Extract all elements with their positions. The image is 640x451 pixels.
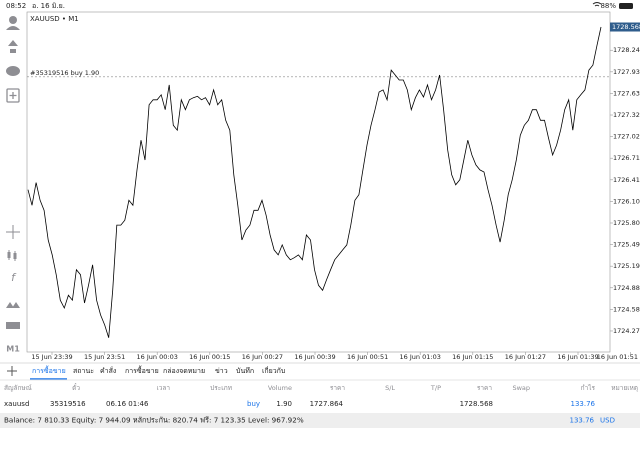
tab[interactable]: คำสั่ง [100, 366, 116, 375]
table-cell: 1727.864 [310, 400, 344, 408]
x-tick-label: 16 Jun 00:51 [347, 353, 388, 361]
tab[interactable]: การซื้อขาย [125, 364, 159, 375]
y-tick-label: 1726.715 [613, 154, 640, 162]
tab[interactable]: เกี่ยวกับ [262, 366, 285, 375]
y-tick-label: 1727.325 [613, 111, 640, 119]
add-button[interactable] [7, 366, 17, 376]
y-tick-label: 1725.495 [613, 241, 640, 249]
table-cell: 35319516 [50, 400, 86, 408]
y-tick-label: 1724.275 [613, 327, 640, 335]
y-tick-label: 1726.105 [613, 197, 640, 205]
y-tick-label: 1726.410 [613, 176, 640, 184]
column-header: ประเภท [210, 384, 232, 392]
x-tick-label: 16 Jun 00:27 [242, 353, 283, 361]
column-header: ตั๋ว [72, 383, 80, 392]
account-icon-body [6, 26, 20, 30]
price-line [27, 26, 602, 338]
table-cell: 06.16 01:46 [106, 400, 149, 408]
x-tick-label: 16 Jun 01:03 [400, 353, 441, 361]
column-header: สัญลักษณ์ [4, 384, 32, 392]
toolbar: f M1 [6, 16, 20, 354]
y-tick-label: 1727.020 [613, 133, 640, 141]
current-price-label: 1728.568 [612, 23, 640, 31]
y-tick-label: 1728.240 [613, 46, 640, 54]
x-tick-label: 15 Jun 23:39 [31, 353, 72, 361]
candle-body [13, 253, 17, 259]
tab[interactable]: สถานะ [73, 367, 94, 375]
table-cell: 1.90 [276, 400, 292, 408]
balance-text: Balance: 7 810.33 Equity: 7 944.09 หลักป… [4, 416, 304, 425]
status-time: 08:52 [6, 2, 26, 10]
x-tick-label: 16 Jun 00:39 [294, 353, 335, 361]
candle-body [7, 252, 11, 258]
table-cell: buy [247, 400, 260, 408]
tab-bar: การซื้อขาย สถานะ คำสั่ง การซื้อขาย กล่องจดหม… [30, 364, 285, 380]
tab[interactable]: กล่องจดหมาย [163, 367, 205, 375]
chart-frame [26, 11, 611, 353]
trade-icon[interactable] [8, 40, 18, 53]
column-header: กำไร [581, 384, 596, 392]
chat-icon[interactable] [6, 66, 20, 76]
status-date: อ. 16 มิ.ย. [32, 2, 65, 10]
order-label: #35319516 buy 1.90 [30, 69, 99, 77]
y-tick-label: 1725.190 [613, 262, 640, 270]
chart-title: XAUUSD • M1 [30, 15, 79, 23]
objects-icon[interactable] [6, 302, 20, 308]
new-chart-plus [9, 92, 17, 99]
column-header: หมายเหตุ [611, 384, 638, 392]
current-price-tag [610, 22, 640, 32]
x-tick-label: 16 Jun 00:15 [189, 353, 230, 361]
column-header: Swap [512, 384, 530, 392]
battery-icon [619, 3, 633, 9]
new-chart-icon[interactable] [6, 88, 20, 103]
column-header: Volume [268, 384, 292, 392]
layout-icon[interactable] [6, 322, 20, 329]
table-cell: 1728.568 [460, 400, 493, 408]
column-header: ราคา [477, 384, 492, 392]
crosshair-icon[interactable] [6, 225, 20, 239]
column-header: T/P [430, 384, 441, 392]
x-tick-label: 16 Jun 01:15 [452, 353, 493, 361]
y-tick-label: 1725.800 [613, 219, 640, 227]
tab[interactable]: บันทึก [236, 366, 254, 375]
column-header: S/L [385, 384, 395, 392]
x-tick-label: 15 Jun 23:51 [84, 353, 125, 361]
y-tick-label: 1724.885 [613, 284, 640, 292]
wifi-icon [592, 2, 602, 7]
column-header: เวลา [156, 384, 170, 392]
positions-table: สัญลักษณ์ ตั๋ว เวลา ประเภท Volume ราคา S/L T/P ร… [4, 383, 638, 408]
tab[interactable]: ข่าว [215, 367, 228, 375]
account-icon[interactable] [9, 16, 17, 24]
x-tick-label: 16 Jun 00:03 [137, 353, 178, 361]
tab[interactable]: การซื้อขาย [32, 364, 66, 375]
table-cell: xauusd [4, 400, 29, 408]
y-tick-label: 1727.935 [613, 68, 640, 76]
chart: 1728.240 1727.935 1727.630 1727.325 1727.020… [27, 22, 640, 361]
y-tick-label: 1727.630 [613, 89, 640, 97]
total-profit: 133.76 [570, 417, 595, 425]
x-tick-label: 16 Jun 01:51 [597, 353, 638, 361]
timeframe-button[interactable]: M1 [6, 345, 20, 354]
x-tick-label: 16 Jun 01:27 [505, 353, 546, 361]
balance-bar [0, 413, 640, 428]
indicator-icon[interactable]: f [11, 271, 17, 284]
column-header: ราคา [330, 384, 345, 392]
table-cell: 133.76 [571, 400, 596, 408]
y-tick-label: 1724.580 [613, 305, 640, 313]
x-tick-label: 16 Jun 01:39 [557, 353, 598, 361]
currency: USD [600, 417, 615, 425]
battery-level: 88% [600, 2, 616, 10]
